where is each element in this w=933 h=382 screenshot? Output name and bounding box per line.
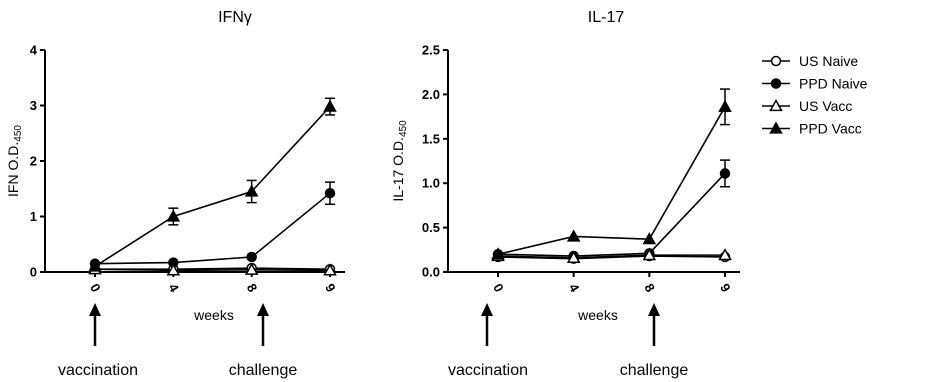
annotation-challenge: challenge [229,303,298,379]
y-tick-label: 0.5 [422,220,440,235]
y-axis-label-main: IFN O.D. [5,142,21,197]
legend-marker [770,55,782,67]
y-axis-label: IFN O.D.450 [5,125,24,197]
x-tick-label: 0 [490,281,507,295]
legend-label: US Naive [799,53,858,69]
legend-label: PPD Vacc [799,121,862,137]
legend-marker [769,121,783,134]
annotation-vaccination: vaccination [58,303,138,379]
x-tick-label: 8 [244,281,261,295]
series-ppd-naive [89,181,336,269]
x-tick-label: 4 [566,281,583,295]
y-axis-label: IL-17 O.D.450 [390,120,409,202]
data-point [324,187,336,199]
data-point [246,251,257,263]
annotation-arrow-head [89,303,101,316]
annotation-label: challenge [620,362,689,379]
legend-item-ppd-naive: PPD Naive [762,76,868,92]
data-point [244,184,259,197]
series-line [497,106,726,256]
chart-1: IFNγ 0 1 2 3 4 0 4 8 9 weeks IFN O.D.450 vaccination… [5,9,345,379]
series-us-vacc [491,248,732,263]
data-point [566,229,581,242]
x-tick-label: 0 [87,281,104,295]
x-tick-label: 8 [641,281,658,295]
data-point [244,262,259,275]
y-tick-label: 2.5 [422,43,440,58]
annotation-label: challenge [229,362,298,379]
data-point [323,99,337,112]
data-point [566,250,581,263]
chart-title: IFNγ [218,9,252,26]
annotation-arrow-head [648,303,660,316]
data-point [491,247,505,260]
y-tick-label: 3 [30,98,37,113]
y-axis-label-subscript: 450 [398,120,409,137]
annotation-vaccination: vaccination [448,303,528,379]
series-ppd-vacc [88,97,337,272]
x-axis-label: weeks [193,307,234,323]
legend-item-us-vacc: US Vacc [762,98,852,114]
legend-label: PPD Naive [799,76,868,92]
y-tick-label: 2 [30,154,37,169]
annotation-arrow-head [257,303,269,316]
x-axis-label: weeks [577,307,618,323]
y-tick-label: 1.0 [422,176,440,191]
annotation-arrow-head [481,303,493,316]
data-point [642,248,657,261]
series-us-vacc [88,262,337,276]
data-point [642,232,657,245]
chart-title: IL-17 [588,9,625,26]
data-point [719,168,731,179]
legend-item-ppd-vacc: PPD Vacc [762,121,862,137]
x-tick-label: 9 [717,281,734,295]
y-tick-label: 1 [30,209,37,224]
annotation-challenge: challenge [620,303,689,379]
annotation-label: vaccination [58,362,138,379]
data-point [166,263,181,276]
data-point [166,209,181,222]
y-tick-label: 1.5 [422,131,440,146]
legend-item-us-naive: US Naive [762,53,858,69]
legend-marker [770,78,782,89]
y-tick-label: 2.0 [422,87,440,102]
series-line [94,268,331,272]
y-tick-label: 4 [30,43,38,58]
y-tick-label: 0.0 [422,265,440,280]
y-axis-label-subscript: 450 [13,125,24,142]
y-axis-label-main: IL-17 O.D. [390,137,406,202]
chart-2: IL-17 0.0 0.5 1.0 1.5 2.0 2.5 0 4 8 9 weeks IL-17 O.… [390,9,740,379]
annotation-label: vaccination [448,362,528,379]
data-point [88,259,102,272]
series-line [497,172,726,257]
legend: US Naive PPD Naive US Vacc PPD Vacc [762,53,868,137]
x-tick-label: 4 [165,281,182,295]
series-line [94,106,331,268]
series-line [497,254,725,259]
series-line [497,255,726,260]
legend-label: US Vacc [799,98,852,114]
data-point [323,263,337,276]
y-tick-label: 0 [30,265,37,280]
data-point [718,248,732,261]
legend-marker [769,98,783,112]
x-tick-label: 9 [322,281,339,295]
data-point [718,99,732,112]
series-ppd-naive [492,159,731,262]
series-line [94,192,331,265]
series-ppd-vacc [491,88,732,260]
